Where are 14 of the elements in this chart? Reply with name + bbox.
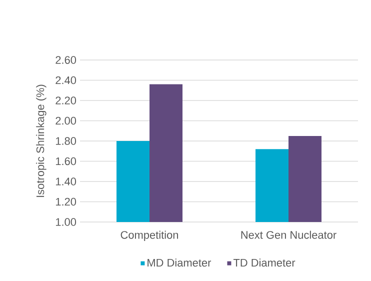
y-tick-label: 1.20	[56, 198, 76, 206]
y-tick-label: 1.80	[56, 137, 76, 145]
legend-label: TD Diameter	[233, 258, 296, 267]
y-tick-label: 1.00	[56, 218, 76, 226]
legend-label: MD Diameter	[148, 258, 212, 267]
y-tick-label: 2.20	[56, 96, 76, 104]
x-tick-label: Competition	[120, 230, 178, 241]
y-tick-label: 1.60	[56, 157, 76, 166]
y-tick-label: 2.00	[56, 116, 76, 125]
y-tick-label: 2.40	[56, 76, 76, 84]
y-axis-title: Isotropic Shrinkage (%)	[36, 84, 46, 197]
y-tick-label: 2.60	[56, 56, 76, 64]
y-tick-label: 1.40	[56, 178, 76, 186]
x-tick-label: Next Gen Nucleator	[241, 230, 336, 239]
